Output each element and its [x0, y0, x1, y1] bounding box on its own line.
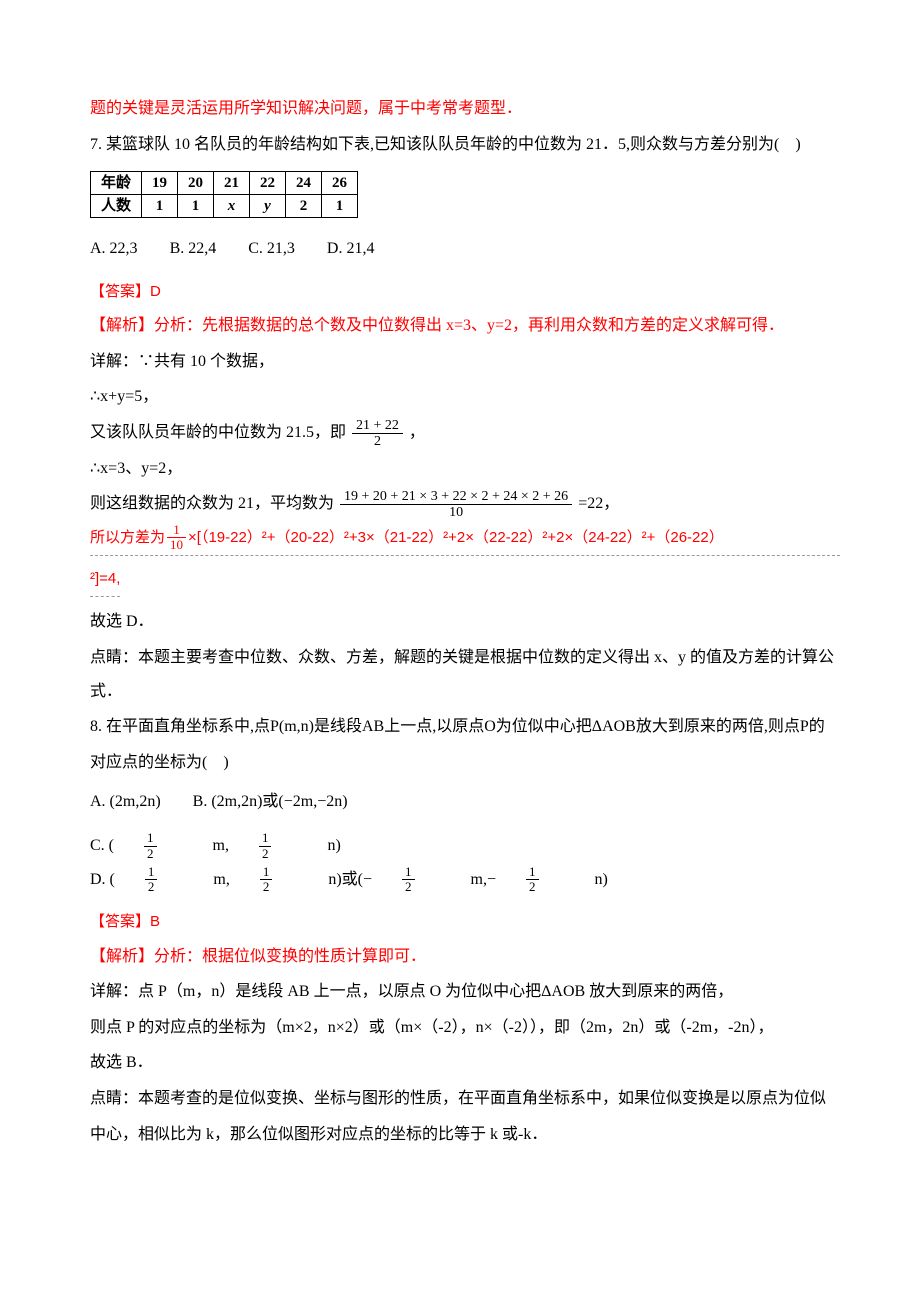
denominator: 2 — [352, 434, 403, 449]
text: 又该队队员年龄的中位数为 21.5，即 — [90, 424, 346, 441]
numerator: 1 — [259, 831, 272, 846]
q8-explanation-intro: 【解析】分析：根据位似变换的性质计算即可． — [90, 940, 840, 974]
q7-detail-3: 又该队队员年龄的中位数为 21.5，即 21 + 22 2 ， — [90, 416, 840, 450]
q7-conclude: 故选 D． — [90, 605, 840, 639]
table-row: 人数 1 1 x y 2 1 — [91, 195, 358, 218]
q8-pointing-1: 点睛：本题考查的是位似变换、坐标与图形的性质，在平面直角坐标系中，如果位似变换是… — [90, 1082, 840, 1116]
q8-conclude: 故选 B． — [90, 1046, 840, 1080]
fraction: 12 — [526, 865, 567, 895]
text: 所以方差为 — [90, 529, 165, 546]
text: D. ( — [90, 863, 115, 897]
fraction: 12 — [260, 865, 301, 895]
td: 1 — [178, 195, 214, 218]
q7-mode-line: 则这组数据的众数为 21，平均数为 19 + 20 + 21 × 3 + 22 … — [90, 487, 840, 521]
denominator: 10 — [167, 538, 186, 552]
text: n) — [595, 863, 608, 897]
numerator: 1 — [144, 831, 157, 846]
q7-stem: 7. 某篮球队 10 名队员的年龄结构如下表,已知该队队员年龄的中位数为 21．… — [90, 128, 840, 162]
text: ²]=4, — [90, 563, 120, 598]
td: y — [250, 195, 286, 218]
fraction: 12 — [259, 831, 300, 861]
text: =22， — [578, 495, 619, 512]
denominator: 2 — [526, 880, 539, 894]
option-b: B. (2m,2n)或(−2m,−2n) — [193, 785, 348, 819]
denominator: 10 — [340, 505, 572, 520]
fraction: 19 + 20 + 21 × 3 + 22 × 2 + 24 × 2 + 26 … — [340, 489, 572, 521]
q7-detail-1: 详解：∵共有 10 个数据， — [90, 345, 840, 379]
td: 1 — [322, 195, 358, 218]
td: 2 — [286, 195, 322, 218]
q7-variance: 所以方差为 1 10 ×[（19-22）²+（20-22）²+3×（21-22）… — [90, 523, 840, 556]
denominator: 2 — [402, 880, 415, 894]
numerator: 1 — [167, 523, 186, 538]
option-b: B. 22,4 — [170, 232, 217, 266]
numerator: 21 + 22 — [352, 418, 403, 434]
option-c: C. (12m,12n) — [90, 829, 369, 863]
th-label: 年龄 — [91, 172, 142, 195]
numerator: 1 — [402, 865, 415, 880]
text: n) — [327, 829, 340, 863]
q7-options: A. 22,3 B. 22,4 C. 21,3 D. 21,4 — [90, 232, 840, 266]
numerator: 1 — [260, 865, 273, 880]
th: 22 — [250, 172, 286, 195]
explain-label: 【解析】分析：先根据数据的总个数及中位数得出 x=3、y=2，再利用众数和方差的… — [90, 317, 784, 334]
q8-pointing-2: 中心，相似比为 k，那么位似图形对应点的坐标的比等于 k 或-k． — [90, 1118, 840, 1152]
q8-options-ab: A. (2m,2n) B. (2m,2n)或(−2m,−2n) — [90, 785, 840, 819]
text: 则这组数据的众数为 21，平均数为 — [90, 495, 334, 512]
text: m,− — [471, 863, 496, 897]
fraction: 12 — [145, 865, 186, 895]
denominator: 2 — [260, 880, 273, 894]
age-table: 年龄 19 20 21 22 24 26 人数 1 1 x y 2 1 — [90, 171, 358, 218]
table-row: 年龄 19 20 21 22 24 26 — [91, 172, 358, 195]
q8-answer: 【答案】B — [90, 906, 840, 938]
option-a: A. 22,3 — [90, 232, 138, 266]
q7-explanation-intro: 【解析】分析：先根据数据的总个数及中位数得出 x=3、y=2，再利用众数和方差的… — [90, 309, 840, 343]
td: 1 — [142, 195, 178, 218]
q7-table: 年龄 19 20 21 22 24 26 人数 1 1 x y 2 1 — [90, 171, 840, 218]
th: 19 — [142, 172, 178, 195]
q8-stem-2: 对应点的坐标为( ) — [90, 746, 840, 780]
denominator: 2 — [145, 880, 158, 894]
th: 21 — [214, 172, 250, 195]
q7-detail-2: ∴x+y=5， — [90, 380, 840, 414]
fraction: 12 — [144, 831, 185, 861]
th: 20 — [178, 172, 214, 195]
prev-question-tail: 题的关键是灵活运用所学知识解决问题，属于中考常考题型． — [90, 92, 840, 126]
text: m, — [213, 829, 229, 863]
q8-stem-1: 8. 在平面直角坐标系中,点P(m,n)是线段AB上一点,以原点O为位似中心把Δ… — [90, 710, 840, 744]
text: m, — [213, 863, 229, 897]
text: ， — [409, 424, 425, 441]
numerator: 1 — [145, 865, 158, 880]
q7-detail-4: ∴x=3、y=2， — [90, 452, 840, 486]
q7-pointing: 点睛：本题主要考查中位数、众数、方差，解题的关键是根据中位数的定义得出 x、y … — [90, 641, 840, 708]
option-d: D. 21,4 — [327, 232, 375, 266]
denominator: 2 — [259, 847, 272, 861]
q8-detail-1: 详解：点 P（m，n）是线段 AB 上一点，以原点 O 为位似中心把ΔAOB 放… — [90, 975, 840, 1009]
option-a: A. (2m,2n) — [90, 785, 161, 819]
fraction: 1 10 — [167, 523, 186, 553]
td-label: 人数 — [91, 195, 142, 218]
option-c: C. 21,3 — [248, 232, 295, 266]
q8-options-cd: C. (12m,12n) D. (12m,12n)或(−12m,−12n) — [90, 829, 840, 896]
fraction: 21 + 22 2 — [352, 418, 403, 450]
denominator: 2 — [144, 847, 157, 861]
q7-variance-2: ²]=4, — [90, 562, 840, 604]
text: n)或(− — [328, 863, 372, 897]
q7-answer: 【答案】D — [90, 276, 840, 308]
numerator: 1 — [526, 865, 539, 880]
text: ×[（19-22）²+（20-22）²+3×（21-22）²+2×（22-22）… — [188, 529, 724, 546]
fraction: 12 — [402, 865, 443, 895]
q8-detail-2: 则点 P 的对应点的坐标为（m×2，n×2）或（m×（-2），n×（-2）），即… — [90, 1011, 840, 1045]
numerator: 19 + 20 + 21 × 3 + 22 × 2 + 24 × 2 + 26 — [340, 489, 572, 505]
text: C. ( — [90, 829, 114, 863]
td: x — [214, 195, 250, 218]
th: 24 — [286, 172, 322, 195]
document-page: 题的关键是灵活运用所学知识解决问题，属于中考常考题型． 7. 某篮球队 10 名… — [0, 0, 920, 1213]
th: 26 — [322, 172, 358, 195]
option-d: D. (12m,12n)或(−12m,−12n) — [90, 863, 636, 897]
